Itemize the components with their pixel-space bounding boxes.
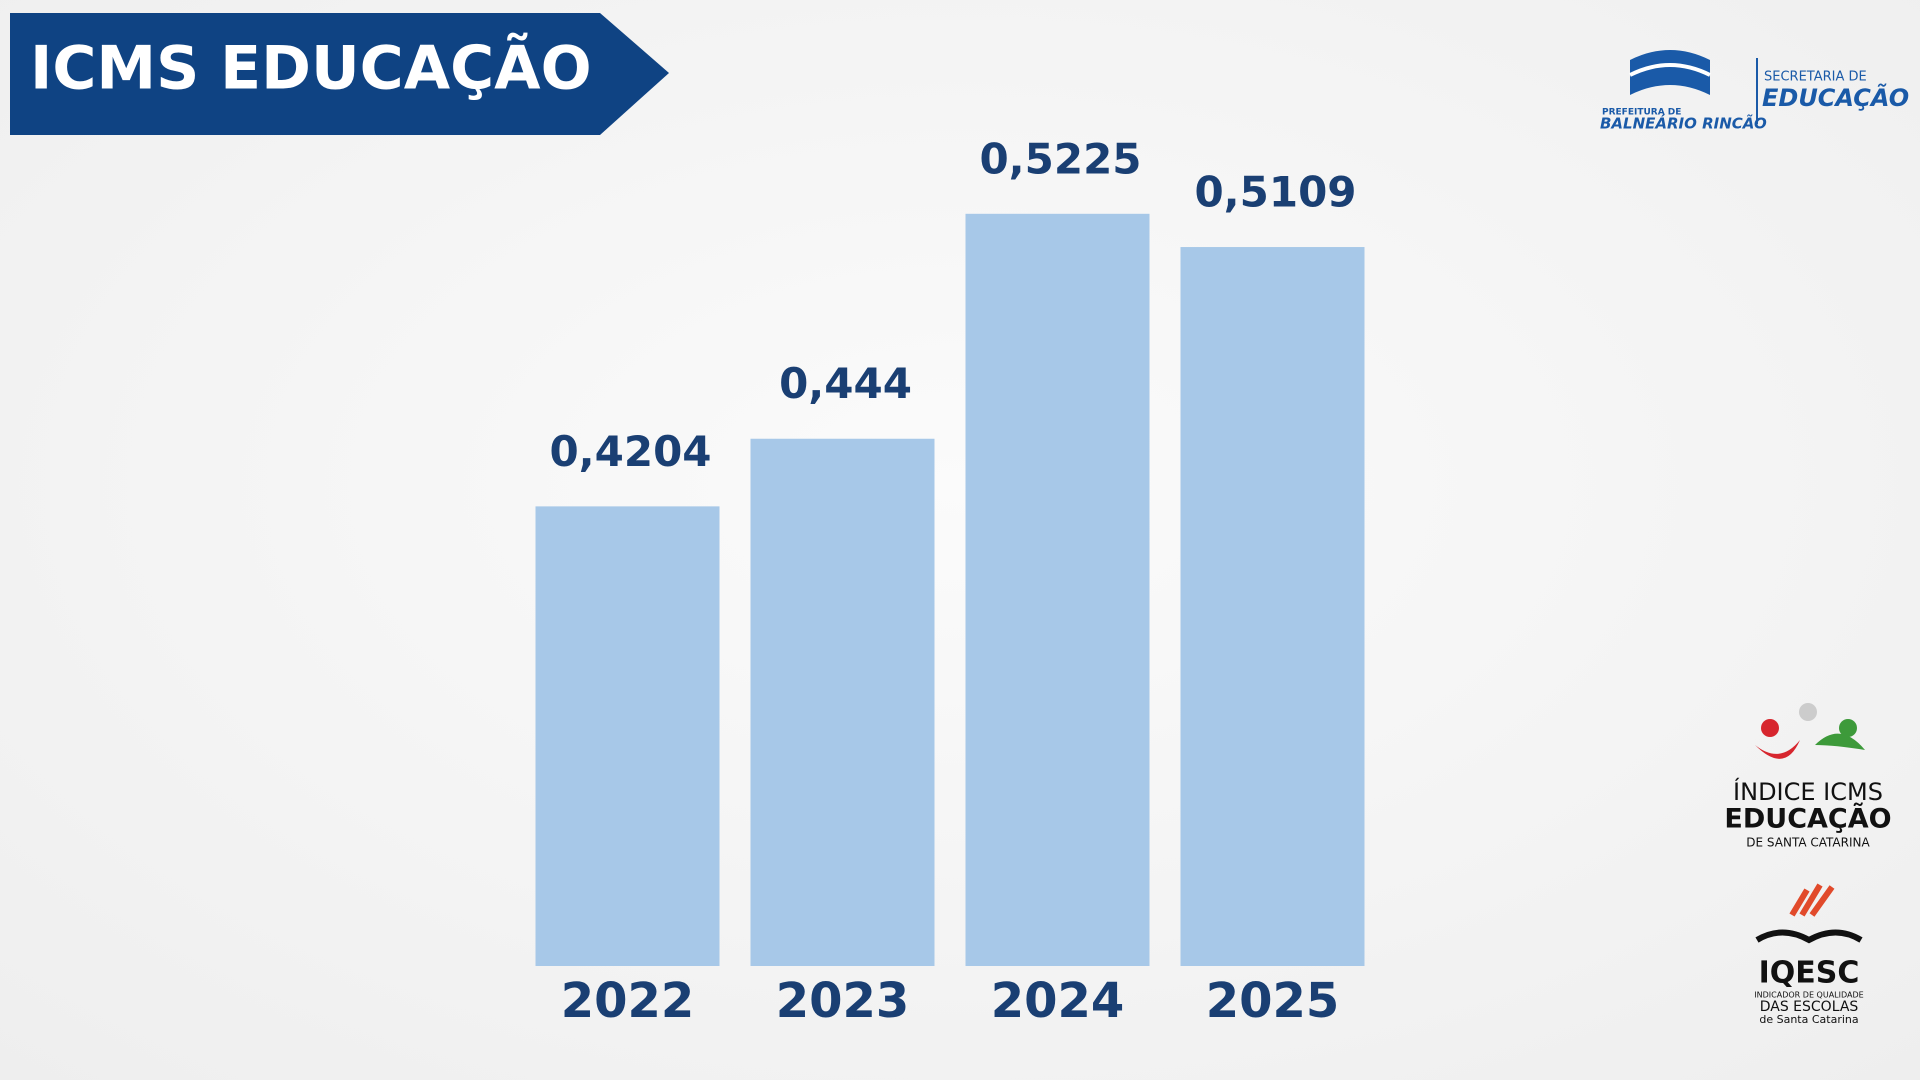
indice-logo: ÍNDICE ICMS EDUCAÇÃO DE SANTA CATARINA — [1724, 703, 1892, 850]
logo-arrows — [1789, 883, 1835, 917]
logo-shape — [1815, 733, 1865, 750]
logo-text: PREFEITURA DE — [1602, 108, 1681, 118]
logo-text: SECRETARIA DE — [1764, 70, 1867, 85]
logo-text: BALNEÁRIO RINCÃO — [1600, 114, 1767, 133]
logo-book — [1755, 929, 1863, 944]
bar — [535, 506, 720, 966]
logo-text: ÍNDICE ICMS — [1733, 777, 1883, 806]
iqesc-logo: IQESC INDICADOR DE QUALIDADE DAS ESCOLAS… — [1754, 883, 1864, 1026]
value-label: 0,5225 — [979, 134, 1141, 183]
chart-title: ICMS EDUCAÇÃO — [30, 32, 592, 104]
secretaria-logo: SECRETARIA DE EDUCAÇÃO PREFEITURA DE BAL… — [1600, 50, 1909, 133]
logo-stripe — [1629, 63, 1711, 77]
value-label: 0,444 — [779, 359, 912, 408]
logo-dot — [1839, 719, 1857, 737]
x-tick-label: 2022 — [561, 973, 695, 1029]
logo-text: DAS ESCOLAS — [1760, 999, 1859, 1015]
x-tick-label: 2024 — [991, 973, 1125, 1029]
bar — [965, 213, 1150, 966]
bar — [750, 438, 935, 966]
x-tick-label: 2023 — [776, 973, 910, 1029]
logo-dot — [1799, 703, 1817, 721]
value-label: 0,5109 — [1194, 168, 1356, 217]
logo-shape — [1755, 740, 1800, 759]
logo-text: INDICADOR DE QUALIDADE — [1754, 991, 1863, 1000]
title-banner — [10, 13, 669, 135]
logo-text: de Santa Catarina — [1759, 1013, 1858, 1026]
logo-text: EDUCAÇÃO — [1762, 83, 1909, 112]
logo-text: IQESC — [1759, 956, 1860, 991]
logo-flag — [1630, 50, 1710, 95]
x-tick-label: 2025 — [1206, 973, 1340, 1029]
logo-text: DE SANTA CATARINA — [1746, 836, 1870, 850]
value-label: 0,4204 — [549, 427, 711, 476]
logo-dot — [1761, 719, 1779, 737]
bar — [1180, 247, 1365, 966]
logo-text: EDUCAÇÃO — [1724, 803, 1891, 835]
